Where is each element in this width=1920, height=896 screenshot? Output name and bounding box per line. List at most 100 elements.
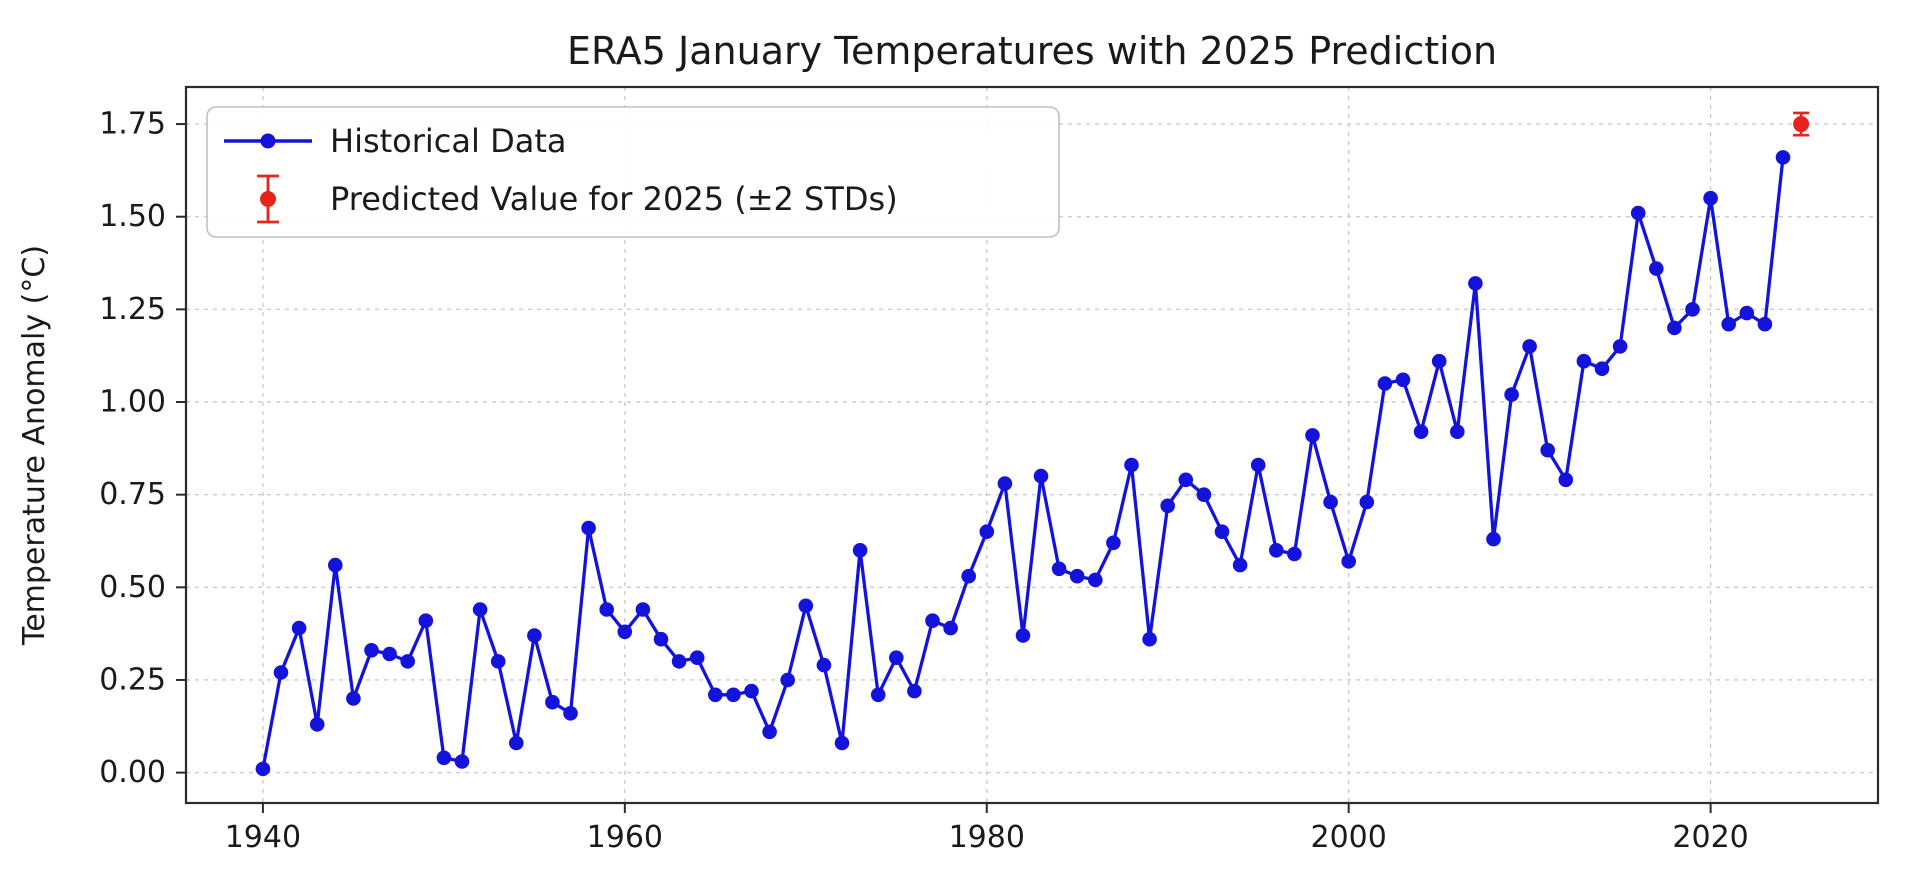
data-point-marker (1757, 316, 1773, 332)
data-point-marker (1359, 494, 1375, 510)
data-point-marker (545, 694, 560, 710)
data-point-marker (635, 602, 651, 617)
data-point-marker (997, 476, 1013, 491)
data-point-marker (852, 543, 868, 558)
y-tick-label: 0.00 (99, 755, 166, 790)
data-point-marker (1630, 205, 1646, 221)
data-point-marker (346, 691, 361, 706)
data-point-marker (400, 654, 416, 669)
legend-errorbar-icon (257, 174, 279, 224)
legend-historical-marker-icon (260, 133, 276, 149)
data-point-marker (1269, 543, 1284, 558)
data-point-marker (1033, 468, 1049, 484)
data-point-marker (1721, 316, 1736, 332)
data-point-marker (255, 761, 271, 777)
data-point-marker (509, 735, 524, 751)
data-point-marker (490, 654, 506, 669)
data-point-marker (1395, 372, 1411, 388)
y-tick-label: 1.75 (99, 107, 166, 142)
data-point-marker (1323, 494, 1338, 510)
data-point-marker (1377, 376, 1393, 391)
data-point-marker (1612, 339, 1628, 354)
data-point-marker (653, 631, 669, 647)
x-tick-label: 2000 (1311, 820, 1387, 855)
data-point-marker (870, 687, 886, 703)
data-point-marker (581, 520, 596, 536)
data-point-marker (1287, 546, 1302, 562)
data-point-marker (1667, 320, 1682, 336)
x-tick-label: 1960 (587, 820, 663, 855)
data-point-marker (708, 687, 723, 703)
y-tick-label: 1.50 (99, 199, 166, 234)
x-tick-label: 2020 (1672, 820, 1748, 855)
data-point-marker (1106, 535, 1121, 551)
data-point-marker (762, 724, 777, 740)
data-point-marker (816, 657, 832, 673)
chart-title: ERA5 January Temperatures with 2025 Pred… (567, 29, 1497, 73)
data-point-marker (436, 750, 452, 766)
data-point-marker (1703, 190, 1718, 206)
data-point-marker (1775, 150, 1791, 165)
data-point-marker (1594, 361, 1610, 377)
data-point-marker (1088, 572, 1103, 588)
data-point-marker (1214, 524, 1230, 539)
prediction-marker (1793, 116, 1810, 133)
data-point-marker (418, 613, 434, 628)
y-tick-label: 1.00 (99, 385, 166, 420)
data-point-marker (889, 650, 904, 665)
data-point-marker (1558, 472, 1574, 488)
data-point-marker (1450, 424, 1465, 440)
data-point-marker (1739, 305, 1755, 321)
data-point-marker (925, 613, 940, 628)
data-point-marker (1649, 261, 1664, 276)
y-tick-label: 1.25 (99, 292, 166, 327)
data-point-marker (1196, 487, 1212, 503)
data-point-marker (1468, 276, 1483, 291)
data-point-marker (1540, 442, 1555, 458)
data-point-marker (472, 602, 488, 617)
data-point-marker (563, 706, 578, 721)
data-point-marker (1160, 498, 1175, 514)
data-point-marker (780, 672, 795, 688)
data-point-marker (328, 557, 343, 573)
data-point-marker (1413, 424, 1429, 440)
data-point-marker (979, 524, 995, 539)
data-point-marker (1015, 628, 1031, 643)
data-point-marker (273, 665, 289, 680)
data-point-marker (1069, 568, 1085, 584)
data-point-marker (689, 650, 705, 665)
series-layer (255, 111, 1810, 777)
data-point-marker (1124, 457, 1139, 473)
plot-border (184, 85, 1880, 805)
data-point-marker (907, 683, 922, 699)
y-tick-label: 0.75 (99, 477, 166, 512)
data-point-marker (1250, 457, 1266, 473)
x-tick-label: 1980 (949, 820, 1025, 855)
y-axis-label: Temperature Anomaly (°C) (17, 245, 52, 646)
data-point-marker (1522, 339, 1537, 354)
data-point-marker (382, 646, 397, 662)
y-tick-label: 0.50 (99, 570, 166, 605)
legend-box (206, 106, 1060, 238)
data-point-marker (1232, 557, 1248, 573)
data-point-marker (1341, 554, 1356, 569)
y-tick-label: 0.25 (99, 662, 166, 697)
data-point-marker (671, 654, 687, 669)
data-point-marker (1685, 302, 1700, 317)
data-point-marker (364, 643, 379, 658)
data-point-marker (726, 687, 741, 703)
data-point-marker (1486, 531, 1501, 547)
data-point-marker (943, 620, 958, 636)
data-point-marker (617, 624, 633, 640)
data-point-marker (1178, 472, 1194, 488)
legend-historical-label: Historical Data (330, 122, 566, 160)
x-tick-label: 1940 (225, 820, 301, 855)
data-point-marker (309, 717, 325, 732)
axis-layer: 1940 1960 1980 2000 2020 0.00 0.25 0.50 0.75 1.00… (99, 107, 1749, 855)
legend: Historical Data Predicted Value for 2025… (206, 106, 1060, 238)
legend-prediction-label: Predicted Value for 2025 (±2 STDs) (330, 180, 898, 218)
data-point-marker (1576, 353, 1592, 369)
data-point-marker (834, 735, 850, 751)
